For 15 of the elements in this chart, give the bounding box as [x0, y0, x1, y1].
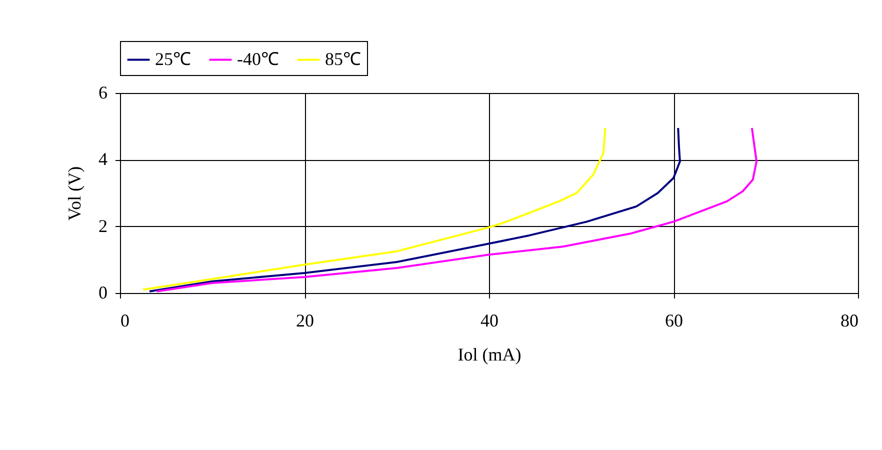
legend-label: 25℃	[155, 48, 191, 69]
line-series	[142, 127, 606, 291]
y-axis-title: Vol (V)	[64, 166, 84, 221]
x-tick-label: 40	[480, 310, 498, 330]
y-tick-label: 2	[98, 216, 108, 236]
x-tick-label: 60	[665, 310, 683, 330]
legend-label: 85℃	[325, 48, 361, 69]
x-tick-label: 20	[296, 310, 314, 330]
y-tick-label: 0	[98, 282, 108, 302]
x-axis-title: Iol (mA)	[458, 344, 522, 364]
y-tick-label: 4	[98, 149, 108, 170]
x-tick-label: 80	[840, 310, 858, 330]
legend-label: -40℃	[237, 48, 279, 69]
x-tick-label: 0	[120, 310, 130, 330]
y-tick-label: 6	[98, 82, 108, 102]
